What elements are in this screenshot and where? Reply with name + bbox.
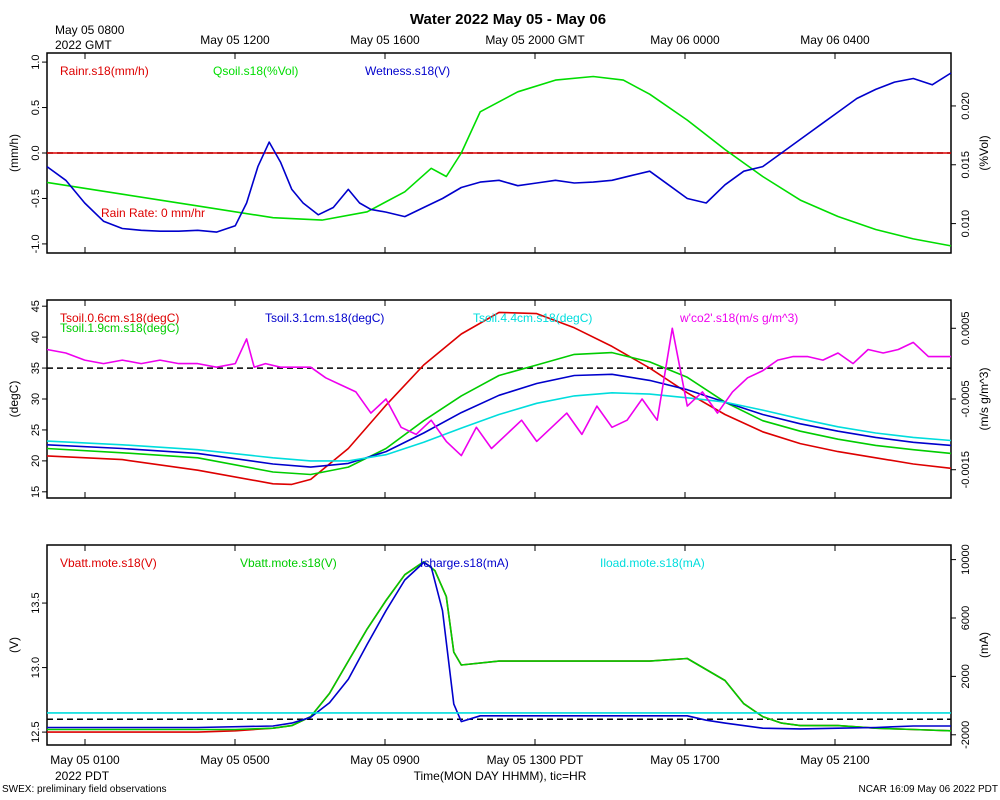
chart-title: Water 2022 May 05 - May 06	[410, 11, 606, 28]
y-tick-label-right: 10000	[960, 544, 972, 575]
top-time-tick-label: May 05 1200	[200, 33, 270, 47]
y-axis-label-right: (m/s g/m^3)	[977, 368, 991, 431]
y-tick-label-left: 25	[30, 424, 42, 436]
footer-right: NCAR 16:09 May 06 2022 PDT	[858, 784, 998, 795]
y-axis-label-right: (mA)	[977, 632, 991, 658]
legend-label: Rainr.s18(mm/h)	[60, 64, 149, 78]
top-time-tick-label: May 05 2000 GMT	[485, 33, 585, 47]
series-line-1	[46, 351, 952, 476]
legend-label: Qsoil.s18(%Vol)	[213, 64, 298, 78]
y-tick-label-right: 0.015	[960, 151, 972, 179]
y-tick-label-left: 20	[30, 455, 42, 467]
legend-label: Iload.mote.s18(mA)	[600, 556, 705, 570]
panel-bottom: 12.5 13.0 13.5 -2000 2000 6000 10000 (V) (mA) Vba…	[7, 544, 991, 749]
legend-label: Vbatt.mote.s18(V)	[240, 556, 337, 570]
legend-label: w'co2'.s18(m/s g/m^3)	[679, 311, 798, 325]
y-tick-label-left: 30	[30, 393, 42, 405]
panel-frame	[46, 544, 952, 746]
x-axis-label: Time(MON DAY HHMM), tic=HR	[414, 769, 587, 783]
series-line-3	[46, 391, 952, 462]
y-tick-label-left: 40	[30, 331, 42, 343]
y-tick-label-right: 0.020	[960, 92, 972, 120]
series-line-2	[47, 561, 951, 730]
top-time-tick-label: May 06 0400	[800, 33, 870, 47]
series-line-1	[47, 560, 952, 732]
y-tick-label-left: 45	[30, 300, 42, 312]
y-tick-label-right: -2000	[960, 721, 972, 749]
series-line-2	[46, 72, 952, 233]
y-tick-label-left: 0.5	[30, 100, 42, 115]
y-tick-label-left: 12.5	[30, 721, 42, 742]
bottom-time-tick-label: May 05 0500	[200, 753, 270, 767]
y-tick-label-right: 6000	[960, 606, 972, 630]
bottom-time-tick-label: May 05 2100	[800, 753, 870, 767]
top-time-tick-label: May 05 1600	[350, 33, 420, 47]
y-tick-label-left: 0.0	[30, 145, 42, 160]
legend-label: Tsoil.1.9cm.s18(degC)	[60, 321, 179, 335]
top-left-label-line1: May 05 0800	[55, 23, 125, 37]
bottom-time-tick-label: May 05 0100	[50, 753, 120, 767]
series-line-0	[47, 560, 952, 733]
footer-left: SWEX: preliminary field observations	[2, 784, 167, 795]
legend-label: Icharge.s18(mA)	[420, 556, 509, 570]
bottom-time-tick-label: May 05 1700	[650, 753, 720, 767]
legend-label: Tsoil.0.6cm.s18(degC)	[60, 311, 179, 325]
panel-top: -1.0 -0.5 0.0 0.5 1.0 0.010 0.015 0.020 (mm/h) (%…	[7, 52, 991, 254]
y-tick-label-left: 1.0	[30, 54, 42, 69]
series-line-2	[46, 373, 952, 468]
y-tick-label-right: -0.0005	[960, 380, 972, 417]
legend-label: Wetness.s18(V)	[365, 64, 450, 78]
legend-label: Tsoil.4.4cm.s18(degC)	[473, 311, 592, 325]
bottom-left-label: 2022 PDT	[55, 769, 110, 783]
top-time-tick-label: May 06 0000	[650, 33, 720, 47]
y-tick-label-left: -0.5	[30, 189, 42, 208]
series-line-0	[46, 311, 952, 486]
panel-middle: 15 20 25 30 35 40 45 -0.0015 -0.0005 0.0005 (degC)…	[7, 299, 991, 499]
y-tick-label-left: -1.0	[30, 234, 42, 253]
y-tick-label-right: 0.010	[960, 210, 972, 238]
y-tick-label-left: 35	[30, 362, 42, 374]
y-axis-label-right: (%Vol)	[977, 135, 991, 170]
y-tick-label-right: 0.0005	[960, 311, 972, 345]
y-tick-label-right: -0.0015	[960, 451, 972, 488]
legend-label: Vbatt.mote.s18(V)	[60, 556, 157, 570]
bottom-time-tick-label: May 05 1300 PDT	[487, 753, 584, 767]
y-tick-label-right: 2000	[960, 664, 972, 688]
y-tick-label-left: 13.5	[30, 592, 42, 613]
top-left-label-line2: 2022 GMT	[55, 38, 112, 52]
rain-rate-annotation: Rain Rate: 0 mm/hr	[101, 206, 205, 220]
y-axis-label-left: (mm/h)	[7, 134, 21, 172]
bottom-time-tick-label: May 05 0900	[350, 753, 420, 767]
y-axis-label-left: (degC)	[7, 381, 21, 418]
y-axis-label-left: (V)	[7, 637, 21, 653]
y-tick-label-left: 15	[30, 486, 42, 498]
legend-label: Tsoil.3.1cm.s18(degC)	[265, 311, 384, 325]
y-tick-label-left: 13.0	[30, 657, 42, 678]
series-line-4	[46, 327, 951, 457]
series-line-1	[46, 75, 952, 247]
